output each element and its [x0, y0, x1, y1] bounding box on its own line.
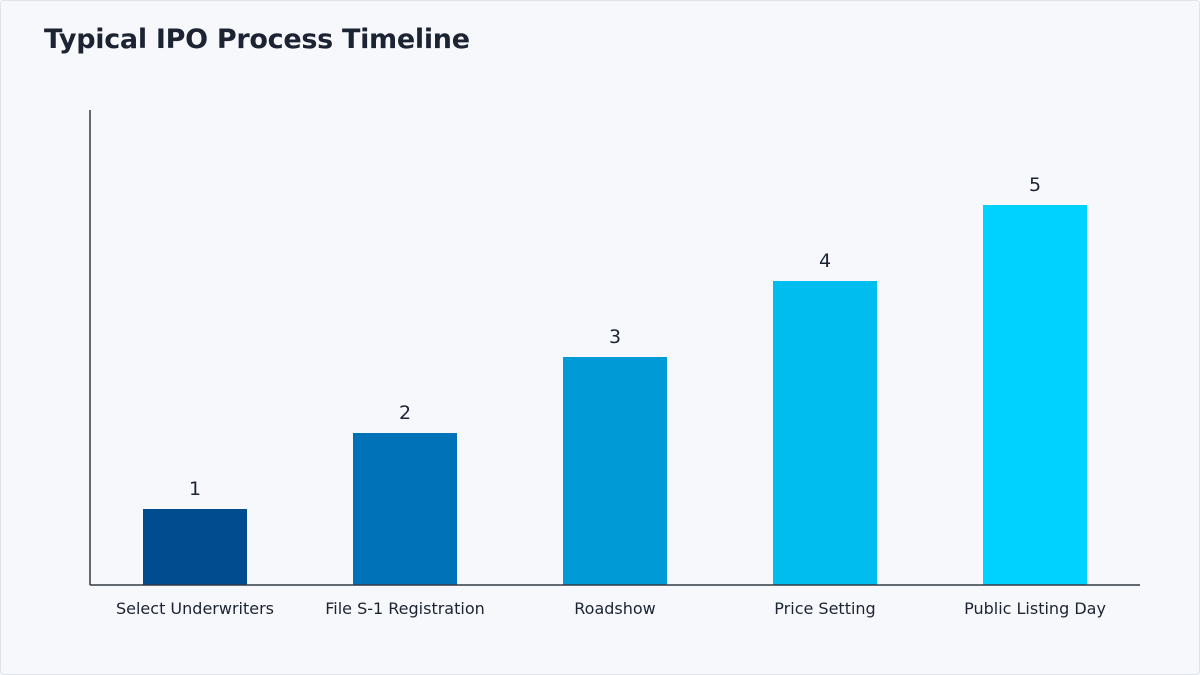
- category-label-roadshow: Roadshow: [574, 599, 656, 618]
- bar-price-setting: [773, 281, 877, 585]
- value-label-price-setting: 4: [819, 250, 831, 272]
- value-labels-group: 1 2 3 4 5: [189, 174, 1041, 500]
- value-label-file-s-1-registration: 2: [399, 402, 411, 424]
- bar-public-listing-day: [983, 205, 1087, 585]
- category-label-price-setting: Price Setting: [774, 599, 875, 618]
- value-label-select-underwriters: 1: [189, 478, 201, 500]
- category-label-select-underwriters: Select Underwriters: [116, 599, 274, 618]
- bar-select-underwriters: [143, 509, 247, 585]
- category-label-public-listing-day: Public Listing Day: [964, 599, 1106, 618]
- value-label-public-listing-day: 5: [1029, 174, 1041, 196]
- bar-roadshow: [563, 357, 667, 585]
- category-label-file-s-1-registration: File S-1 Registration: [325, 599, 485, 618]
- category-labels-group: Select Underwriters File S-1 Registration…: [116, 599, 1106, 618]
- value-label-roadshow: 3: [609, 326, 621, 348]
- bar-file-s-1-registration: [353, 433, 457, 585]
- bars-group: [143, 205, 1087, 585]
- chart-title: Typical IPO Process Timeline: [44, 24, 470, 55]
